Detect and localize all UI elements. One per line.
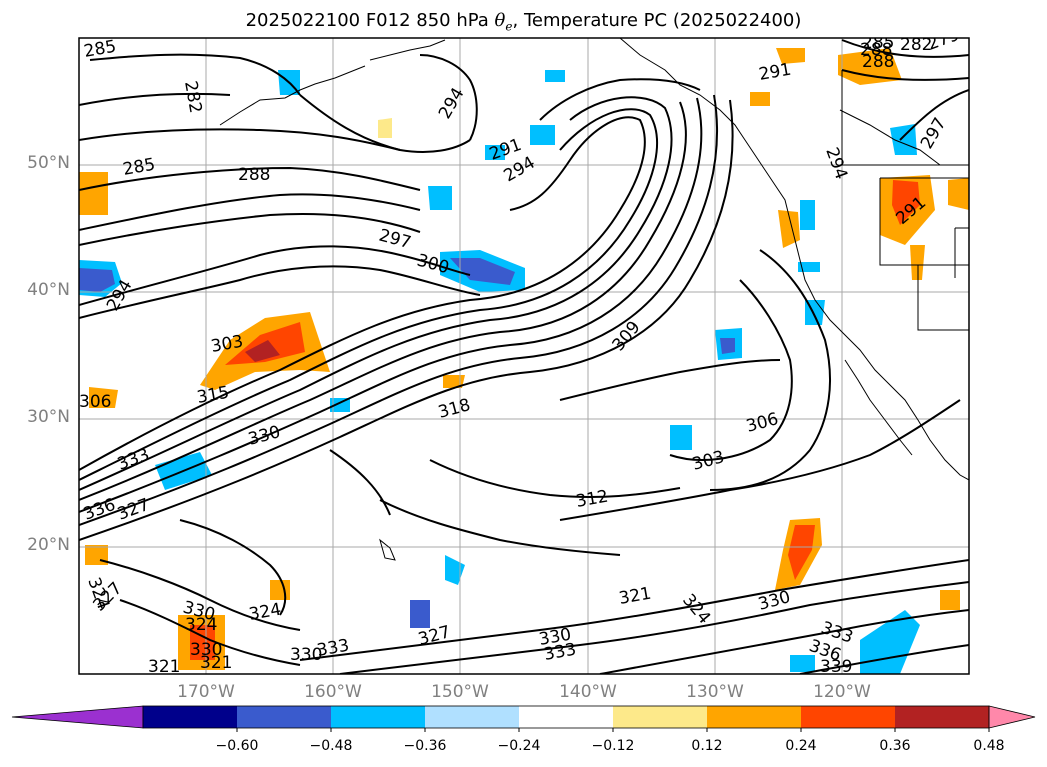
cold-anomaly — [428, 186, 452, 210]
warm-anomaly — [245, 340, 280, 362]
gridlines — [79, 38, 969, 674]
lat-label: 20°N — [27, 535, 70, 555]
colorbar-swatch — [801, 706, 896, 728]
cold-anomaly — [720, 338, 735, 354]
lon-label: 160°W — [304, 682, 362, 702]
colorbar-tick-label: 0.36 — [879, 738, 911, 754]
warm-anomaly — [910, 245, 925, 280]
lon-label: 130°W — [686, 682, 744, 702]
lon-label: 120°W — [813, 682, 871, 702]
contour-label: 339 — [820, 657, 852, 677]
cold-anomaly — [545, 70, 565, 82]
map-title: 2025022100 F012 850 hPa θe, Temperature … — [245, 10, 802, 34]
warm-anomaly — [79, 172, 108, 215]
warm-anomaly — [270, 580, 290, 600]
warm-anomaly — [750, 92, 770, 106]
colorbar-swatch — [143, 706, 238, 728]
cold-anomaly — [485, 145, 505, 160]
colorbar-extend-high — [988, 705, 1036, 729]
lon-label: 140°W — [559, 682, 617, 702]
colorbar-tick-label: 0.24 — [785, 738, 817, 754]
warm-anomaly — [940, 590, 960, 610]
anomaly-shading — [79, 48, 969, 674]
cold-anomaly — [890, 124, 917, 155]
colorbar-swatch — [331, 706, 426, 728]
contour-label: 306 — [79, 392, 111, 412]
contour-label: 330 — [190, 640, 222, 660]
colorbar-tick-label: −0.12 — [591, 738, 635, 754]
cold-anomaly — [670, 425, 692, 450]
lat-label: 50°N — [27, 153, 70, 173]
cold-anomaly — [790, 655, 815, 672]
cold-anomaly — [800, 200, 815, 230]
colorbar-swatch — [519, 706, 614, 728]
map-frame — [78, 37, 970, 675]
colorbar-tick-label: 0.48 — [973, 738, 1005, 754]
cold-anomaly — [860, 610, 920, 674]
colorbar-tick-label: 0.12 — [691, 738, 723, 754]
warm-anomaly — [838, 48, 902, 85]
colorbar-tick-label: −0.48 — [309, 738, 353, 754]
cold-anomaly — [530, 125, 555, 145]
cold-anomaly — [450, 258, 515, 285]
colorbar-frame — [142, 705, 990, 729]
contour-label: 321 — [148, 657, 180, 677]
colorbar — [11, 705, 1036, 732]
colorbar-swatch — [237, 706, 332, 728]
colorbar-tick-label: −0.24 — [497, 738, 541, 754]
lon-label: 150°W — [431, 682, 489, 702]
colorbar-swatch — [895, 706, 990, 728]
colorbar-tick-label: −0.36 — [403, 738, 447, 754]
contour-label: 288 — [238, 165, 270, 185]
coastlines — [219, 38, 969, 561]
lat-label: 30°N — [27, 407, 70, 427]
colorbar-tick-label: −0.60 — [215, 738, 259, 754]
contour-label: 324 — [185, 615, 217, 635]
contour-label: 321 — [200, 653, 232, 673]
map-content: 285 282 294 291 288 285 279 297 288 282 … — [79, 33, 969, 677]
colorbar-extend-low — [11, 705, 144, 729]
warm-anomaly — [788, 525, 815, 580]
cold-anomaly — [410, 600, 430, 628]
theta-e-contours — [79, 39, 969, 674]
contour-label: 285 — [862, 33, 894, 53]
contour-label: 288 — [862, 52, 894, 72]
warm-anomaly — [776, 48, 805, 64]
warm-anomaly — [892, 180, 920, 225]
lon-label: 170°W — [177, 682, 235, 702]
colorbar-swatch — [425, 706, 520, 728]
colorbar-swatch — [707, 706, 802, 728]
warm-anomaly — [948, 178, 969, 210]
contour-label: 288 — [860, 40, 892, 60]
contour-label: 330 — [290, 645, 322, 665]
cold-anomaly — [79, 268, 115, 292]
colorbar-swatch — [613, 706, 708, 728]
contour-label: 282 — [900, 35, 932, 55]
warm-anomaly — [89, 387, 118, 408]
warm-anomaly — [378, 118, 392, 138]
contour-label: 285 — [82, 37, 117, 62]
lat-label: 40°N — [27, 280, 70, 300]
cold-anomaly — [798, 262, 820, 272]
